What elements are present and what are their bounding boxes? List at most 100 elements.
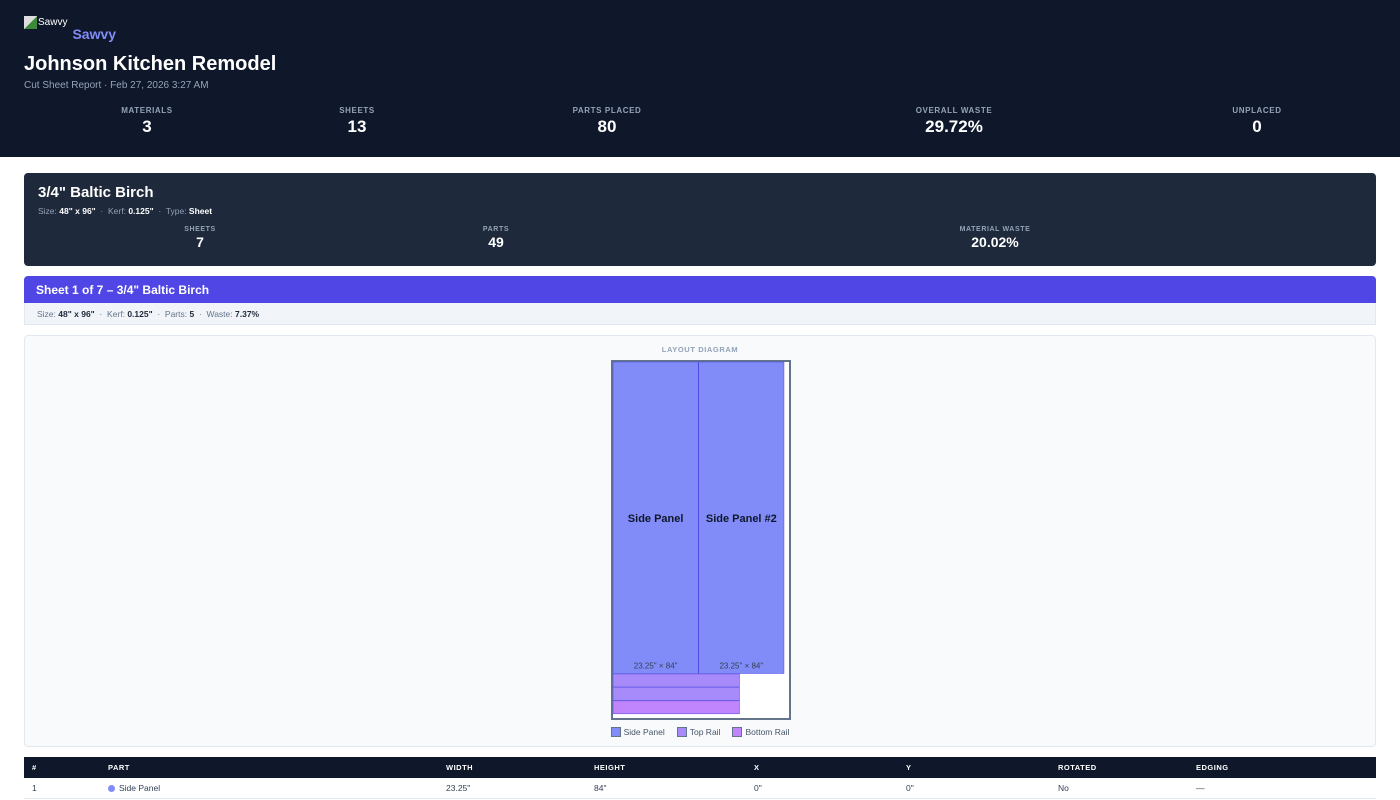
material-card: 3/4" Baltic Birch Size: 48" x 96" · Kerf… <box>24 173 1376 266</box>
legend-label: Side Panel <box>623 727 665 737</box>
material-stat-sheets: SHEETS 7 <box>184 226 216 250</box>
cell-edging: — <box>1188 778 1376 799</box>
stat-label: OVERALL WASTE <box>915 106 993 115</box>
table-header-row: # PART WIDTH HEIGHT X Y ROTATED EDGING <box>24 757 1376 778</box>
part-name: Side Panel <box>119 783 161 793</box>
waste-value: 7.37% <box>235 309 260 319</box>
part-rect <box>612 700 740 715</box>
legend-item: Bottom Rail <box>732 727 789 737</box>
legend-swatch <box>676 727 687 737</box>
stat-value: 80 <box>597 117 617 136</box>
stat-value: 0 <box>1252 117 1262 136</box>
stat-parts-placed: PARTS PLACED 80 <box>573 106 642 137</box>
logo: Sawvy Sawvy <box>24 16 116 42</box>
column-header: WIDTH <box>438 757 586 778</box>
size-label: Size: <box>37 309 56 319</box>
stat-value: 13 <box>347 117 367 136</box>
legend-label: Top Rail <box>689 727 721 737</box>
sheet-meta: Size: 48" x 96" · Kerf: 0.125" · Parts: … <box>24 303 1376 325</box>
type-label: Type: <box>165 206 187 216</box>
brand-name: Sawvy <box>72 26 117 42</box>
legend-item: Top Rail <box>676 727 721 737</box>
legend-item: Side Panel <box>610 727 665 737</box>
type-value: Sheet <box>188 206 213 216</box>
stat-label: PARTS PLACED <box>572 106 642 115</box>
part-shape <box>612 687 740 701</box>
table-row: 1 Side Panel 23.25" 84" 0" 0" No — <box>24 778 1376 799</box>
broken-image-icon <box>24 16 37 29</box>
legend-swatch <box>732 727 743 737</box>
material-stat-parts: PARTS 49 <box>483 226 509 250</box>
column-header: Y <box>898 757 1050 778</box>
column-header: HEIGHT <box>586 757 746 778</box>
stat-value: 49 <box>488 234 504 250</box>
kerf-label: Kerf: <box>107 206 126 216</box>
parts-table: # PART WIDTH HEIGHT X Y ROTATED EDGING 1 Side Pa… <box>24 757 1376 799</box>
logo-alt-text: Sawvy <box>38 17 68 28</box>
cell-y: 0" <box>898 778 1050 799</box>
sheet-layout: Side Panel 23.25" × 84" Side Panel #2 23.25… <box>611 360 791 720</box>
part-shape <box>612 700 740 715</box>
stat-label: SHEETS <box>339 106 375 115</box>
part-label: Side Panel <box>628 513 684 525</box>
material-title: 3/4" Baltic Birch <box>38 184 154 201</box>
layout-diagram-panel: LAYOUT DIAGRAM Side Panel 23.25" × 84" Sid… <box>24 335 1376 747</box>
stat-label: SHEETS <box>184 226 216 233</box>
part-shape <box>612 361 699 674</box>
parts-label: Parts: <box>164 309 188 319</box>
stat-label: MATERIAL WASTE <box>959 226 1031 233</box>
stat-overall-waste: OVERALL WASTE 29.72% <box>916 106 993 137</box>
part-rect <box>612 673 740 688</box>
cell-part: Side Panel <box>100 778 438 799</box>
kerf-value: 0.125" <box>127 309 153 319</box>
parts-value: 5 <box>189 309 195 319</box>
cell-width: 23.25" <box>438 778 586 799</box>
stat-value: 29.72% <box>925 117 983 136</box>
kerf-label: Kerf: <box>106 309 125 319</box>
kerf-value: 0.125" <box>128 206 154 216</box>
sheet-title: Sheet 1 of 7 – 3/4" Baltic Birch <box>24 276 1376 303</box>
cell-height: 84" <box>586 778 746 799</box>
column-header: X <box>746 757 898 778</box>
part-dimensions: 23.25" × 84" <box>634 662 678 671</box>
column-header: ROTATED <box>1050 757 1188 778</box>
size-value: 48" x 96" <box>58 309 95 319</box>
stat-value: 20.02% <box>971 234 1019 250</box>
stat-label: UNPLACED <box>1232 106 1282 115</box>
size-value: 48" x 96" <box>59 206 96 216</box>
legend-swatch <box>610 727 621 737</box>
part-label: Side Panel #2 <box>706 513 777 525</box>
stat-label: MATERIALS <box>121 106 173 115</box>
part-rect: Side Panel 23.25" × 84" <box>612 361 699 674</box>
part-dimensions: 23.25" × 84" <box>719 662 763 671</box>
project-title: Johnson Kitchen Remodel <box>24 53 277 75</box>
legend-label: Bottom Rail <box>745 727 790 737</box>
stat-sheets: SHEETS 13 <box>339 106 375 137</box>
stat-value: 7 <box>196 234 204 250</box>
table-body: 1 Side Panel 23.25" 84" 0" 0" No — <box>24 778 1376 799</box>
part-rect <box>612 687 740 701</box>
stat-materials: MATERIALS 3 <box>121 106 172 137</box>
column-header: # <box>24 757 100 778</box>
diagram-legend: Side Panel Top Rail Bottom Rail <box>25 727 1375 737</box>
part-rect: Side Panel #2 23.25" × 84" <box>698 361 785 674</box>
column-header: EDGING <box>1188 757 1376 778</box>
stat-label: PARTS <box>482 226 510 233</box>
material-stat-waste: MATERIAL WASTE 20.02% <box>960 226 1031 250</box>
part-shape <box>612 673 740 688</box>
size-label: Size: <box>38 206 57 216</box>
stat-value: 3 <box>142 117 152 136</box>
part-color-dot <box>108 785 115 792</box>
part-shape <box>698 361 785 674</box>
column-header: PART <box>100 757 438 778</box>
report-header: Sawvy Sawvy Johnson Kitchen Remodel Cut … <box>0 0 1400 157</box>
stat-unplaced: UNPLACED 0 <box>1232 106 1281 137</box>
report-subtitle: Cut Sheet Report · Feb 27, 2026 3:27 AM <box>24 80 209 91</box>
cell-rotated: No <box>1050 778 1188 799</box>
cell-num: 1 <box>24 778 100 799</box>
waste-label: Waste: <box>206 309 233 319</box>
cell-x: 0" <box>746 778 898 799</box>
diagram-title: LAYOUT DIAGRAM <box>661 345 739 354</box>
logo-image: Sawvy <box>24 16 67 29</box>
material-meta: Size: 48" x 96" · Kerf: 0.125" · Type: S… <box>38 206 213 216</box>
